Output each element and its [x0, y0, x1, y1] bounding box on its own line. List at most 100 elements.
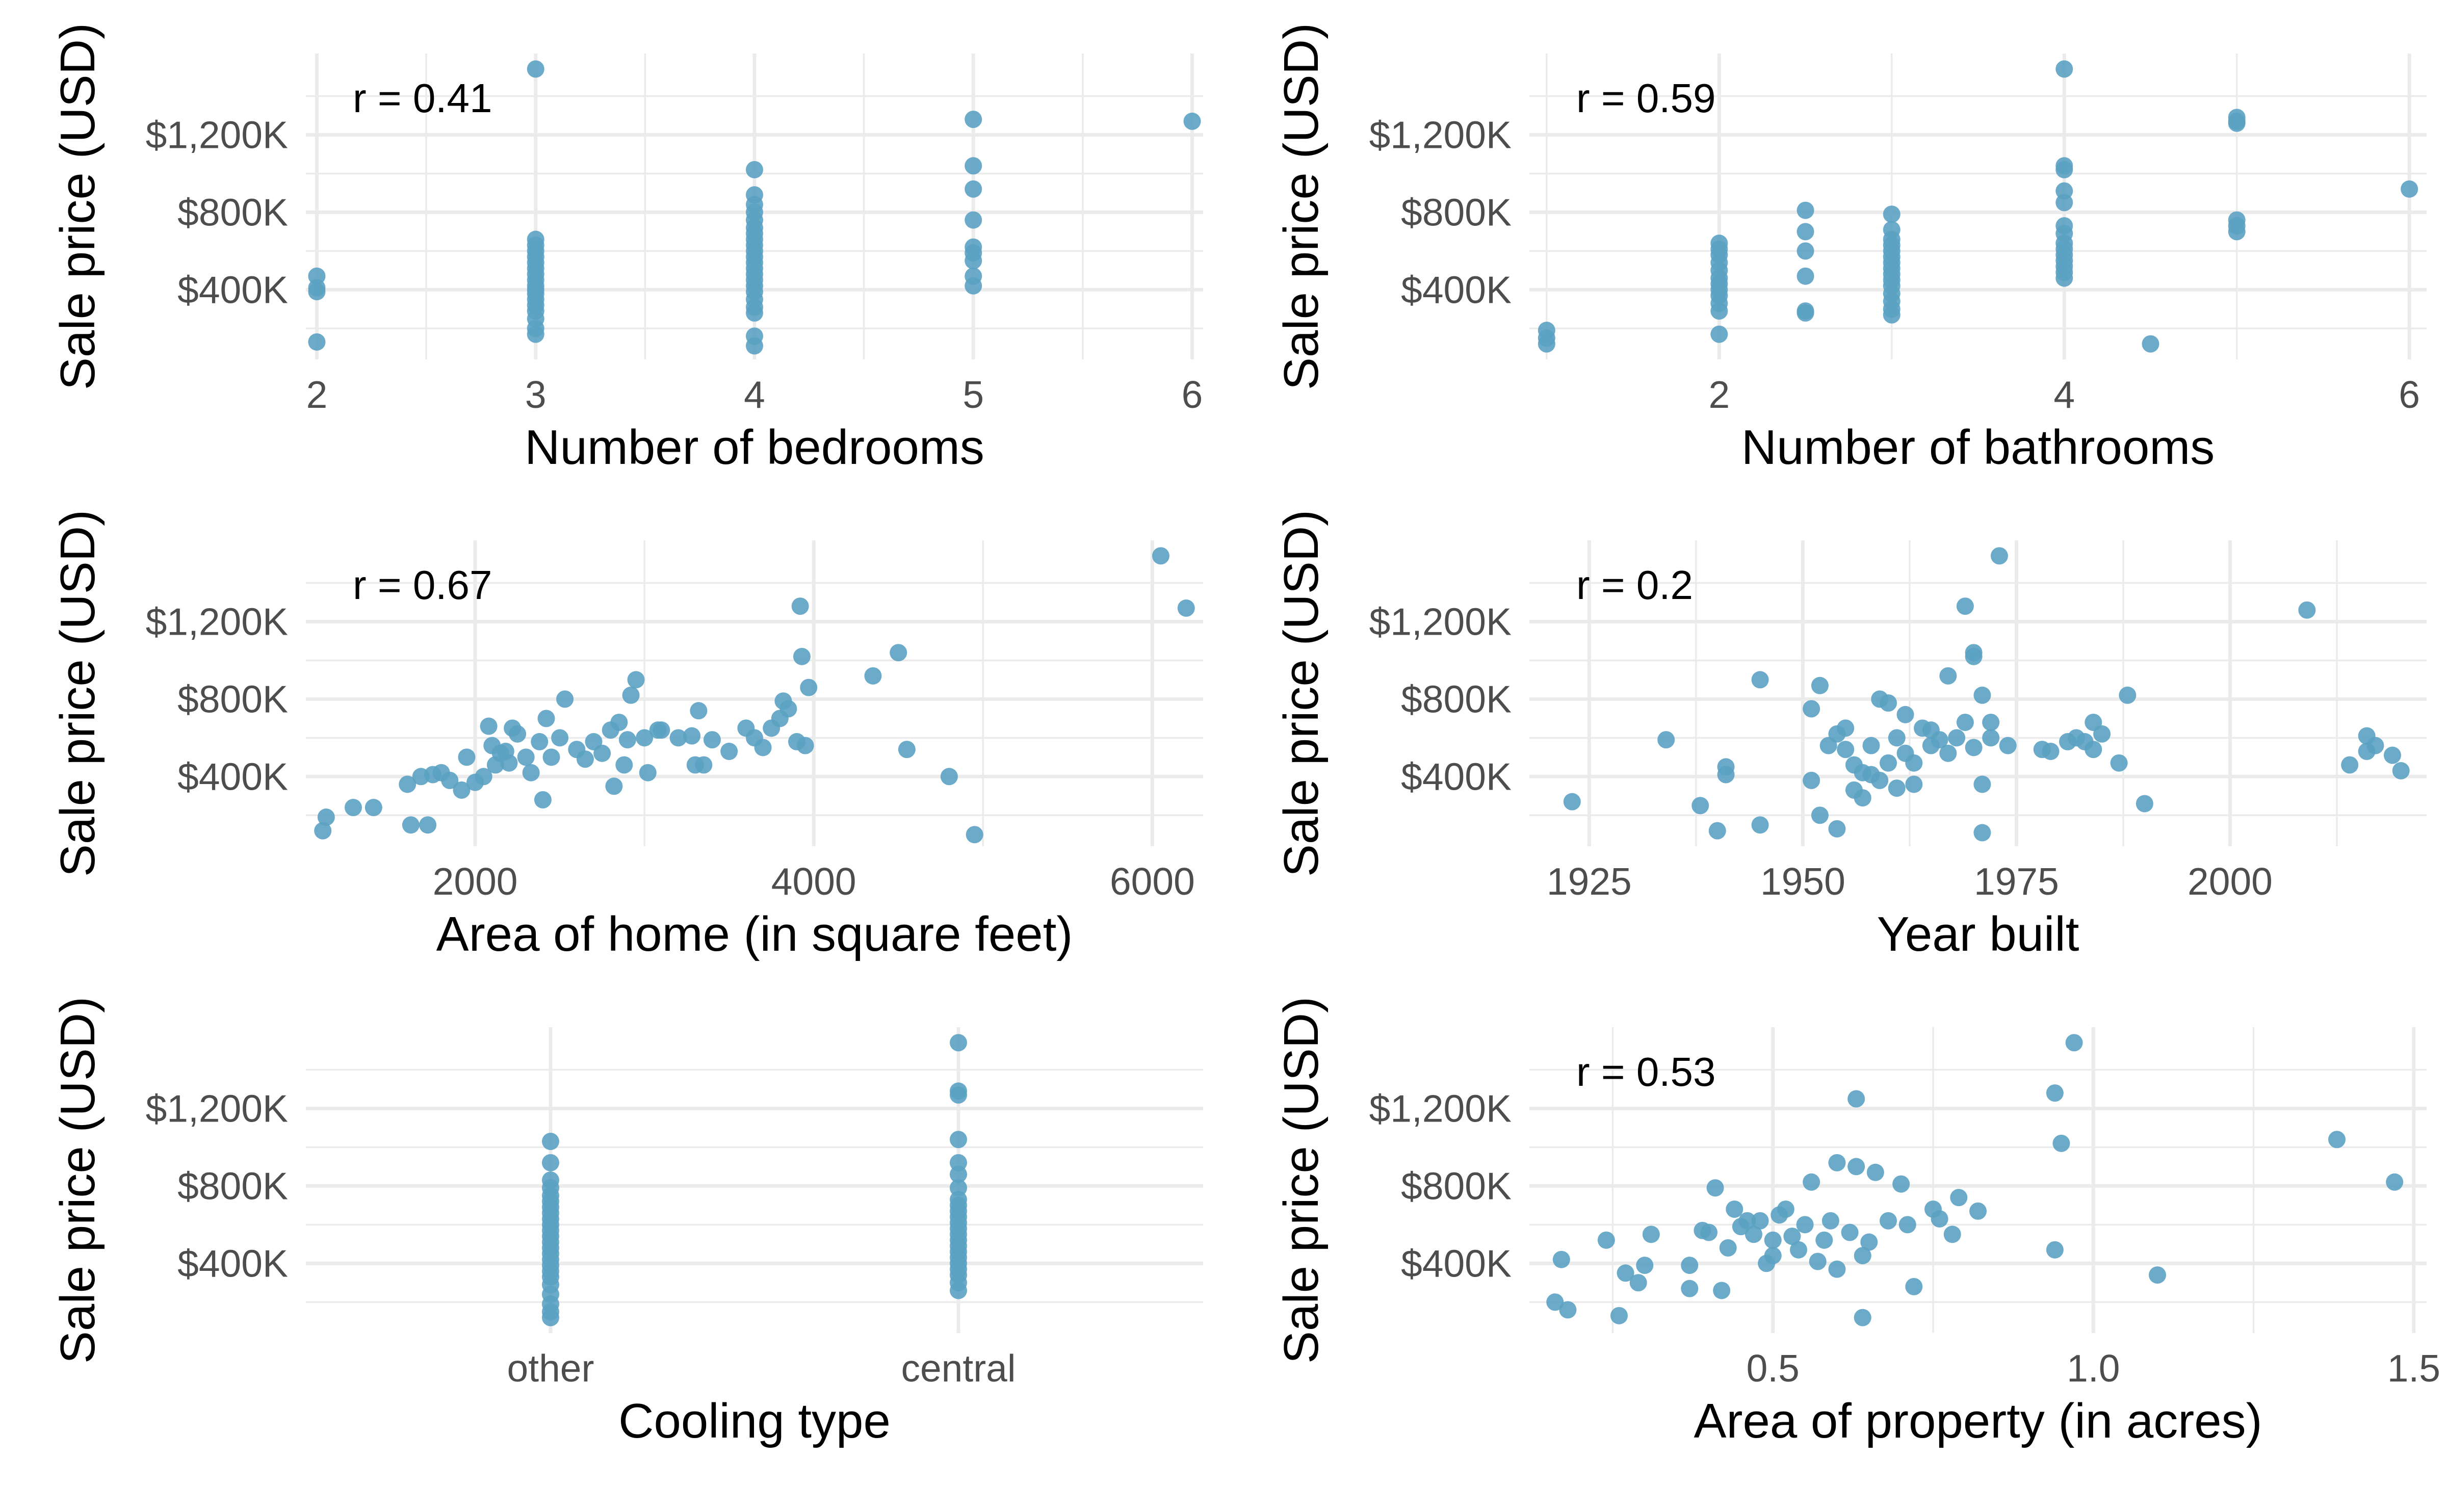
data-point-area-of-home-in-square-feet — [531, 733, 549, 750]
data-point-year-built — [2093, 725, 2111, 743]
x-axis: other central — [507, 1347, 1016, 1390]
data-point-area-of-property-in-acres — [1610, 1307, 1628, 1324]
data-point-number-of-bedrooms — [965, 252, 982, 270]
data-point-cooling-type — [950, 1165, 967, 1183]
data-point-year-built — [1956, 597, 1974, 615]
data-point-area-of-property-in-acres — [1629, 1274, 1647, 1292]
x-tick-label: 5 — [962, 373, 984, 416]
data-point-cooling-type — [542, 1309, 559, 1326]
data-point-number-of-bedrooms — [527, 60, 544, 78]
data-point-area-of-property-in-acres — [1892, 1175, 1910, 1193]
data-point-area-of-home-in-square-feet — [537, 710, 555, 727]
x-tick-label: 3 — [525, 373, 546, 416]
data-point-number-of-bedrooms — [746, 161, 763, 178]
data-point-area-of-property-in-acres — [1828, 1154, 1846, 1171]
y-axis-title: Sale price (USD) — [1274, 23, 1329, 390]
data-point-year-built — [1948, 729, 1966, 747]
data-point-number-of-bathrooms — [2228, 114, 2246, 132]
data-point-area-of-home-in-square-feet — [317, 809, 335, 826]
data-point-cooling-type — [542, 1133, 559, 1151]
data-point-number-of-bathrooms — [1797, 304, 1814, 322]
data-point-year-built — [1803, 700, 1820, 718]
data-point-area-of-home-in-square-feet — [864, 667, 882, 685]
y-tick-label: $1,200K — [1369, 600, 1512, 643]
data-point-area-of-home-in-square-feet — [1152, 547, 1169, 565]
x-axis: 2 4 6 — [1708, 373, 2420, 416]
x-tick-label: central — [901, 1347, 1016, 1390]
scatter-plot-bathrooms: $400K $800K $1,200K 2 4 6 Number of bathrooms S… — [1274, 23, 2427, 475]
data-point-area-of-property-in-acres — [1943, 1226, 1961, 1243]
data-point-area-of-home-in-square-feet — [639, 764, 657, 781]
data-point-area-of-property-in-acres — [1764, 1247, 1782, 1265]
x-axis-title: Number of bathrooms — [1741, 420, 2215, 475]
x-tick-label: 1.5 — [2387, 1347, 2440, 1390]
x-tick-label: 2000 — [433, 860, 518, 903]
data-point-year-built — [1691, 797, 1709, 815]
data-point-number-of-bathrooms — [1797, 242, 1814, 260]
data-point-number-of-bedrooms — [746, 304, 763, 322]
data-point-area-of-property-in-acres — [2149, 1266, 2166, 1284]
x-axis: 0.5 1.0 1.5 — [1747, 1347, 2440, 1390]
data-point-year-built — [1811, 806, 1829, 824]
grid — [1529, 540, 2427, 846]
data-point-number-of-bedrooms — [965, 180, 982, 198]
data-point-year-built — [1965, 739, 1983, 757]
data-point-year-built — [2366, 737, 2384, 754]
data-point-area-of-property-in-acres — [1546, 1293, 1564, 1311]
data-point-year-built — [1871, 771, 1889, 789]
data-point-area-of-home-in-square-feet — [576, 750, 594, 768]
x-axis: 2000 4000 6000 — [433, 860, 1195, 903]
data-point-area-of-home-in-square-feet — [636, 729, 654, 747]
data-point-year-built — [2341, 756, 2359, 774]
data-point-area-of-home-in-square-feet — [703, 731, 721, 749]
data-point-area-of-home-in-square-feet — [653, 721, 670, 739]
y-tick-label: $800K — [1401, 191, 1512, 233]
y-tick-label: $800K — [1401, 677, 1512, 720]
data-point-area-of-home-in-square-feet — [593, 744, 611, 762]
data-point-area-of-home-in-square-feet — [551, 729, 569, 747]
y-tick-label: $400K — [177, 755, 288, 798]
data-point-area-of-property-in-acres — [1950, 1189, 1968, 1207]
data-point-year-built — [2136, 795, 2153, 813]
data-point-number-of-bathrooms — [2055, 161, 2073, 178]
x-tick-label: 6000 — [1110, 860, 1195, 903]
data-point-area-of-property-in-acres — [1552, 1250, 1570, 1268]
x-tick-label: 4 — [2053, 373, 2075, 416]
x-tick-label: other — [507, 1347, 594, 1390]
y-axis: $400K $800K $1,200K — [146, 113, 288, 311]
data-point-year-built — [2085, 741, 2102, 759]
data-point-area-of-property-in-acres — [1783, 1228, 1801, 1245]
data-point-area-of-property-in-acres — [1681, 1280, 1699, 1297]
scatter-panel-property-area: $400K $800K $1,200K 0.5 1.0 1.5 Area of proper… — [1224, 974, 2447, 1483]
data-point-area-of-home-in-square-feet — [622, 686, 640, 704]
data-point-number-of-bedrooms — [965, 111, 982, 128]
y-axis: $400K $800K $1,200K — [146, 600, 288, 798]
data-point-year-built — [2110, 754, 2128, 772]
data-point-area-of-home-in-square-feet — [890, 644, 907, 662]
data-point-area-of-home-in-square-feet — [500, 754, 518, 772]
data-points — [308, 60, 1201, 355]
data-point-area-of-home-in-square-feet — [1177, 599, 1195, 617]
data-point-area-of-property-in-acres — [1880, 1212, 1897, 1230]
data-point-area-of-home-in-square-feet — [669, 729, 687, 747]
x-tick-label: 2 — [1708, 373, 1730, 416]
data-point-area-of-property-in-acres — [1860, 1233, 1878, 1251]
data-point-year-built — [1880, 694, 1897, 712]
data-point-number-of-bathrooms — [1883, 306, 1901, 324]
data-point-number-of-bedrooms — [965, 211, 982, 229]
data-point-area-of-home-in-square-feet — [453, 781, 471, 799]
data-point-year-built — [1837, 719, 1855, 737]
correlation-label: r = 0.67 — [353, 562, 492, 608]
scatter-plot-home-area: $400K $800K $1,200K 2000 4000 6000 Area of hom… — [50, 510, 1203, 961]
data-points — [1546, 1034, 2404, 1326]
y-tick-label: $400K — [1401, 268, 1512, 311]
grid — [1529, 54, 2427, 359]
data-point-area-of-property-in-acres — [1841, 1223, 1859, 1241]
data-point-area-of-home-in-square-feet — [618, 731, 636, 749]
x-tick-label: 4 — [744, 373, 765, 416]
data-point-year-built — [1965, 647, 1983, 665]
data-point-area-of-home-in-square-feet — [793, 647, 811, 665]
data-point-number-of-bathrooms — [2055, 269, 2073, 287]
data-point-number-of-bathrooms — [2055, 60, 2073, 78]
